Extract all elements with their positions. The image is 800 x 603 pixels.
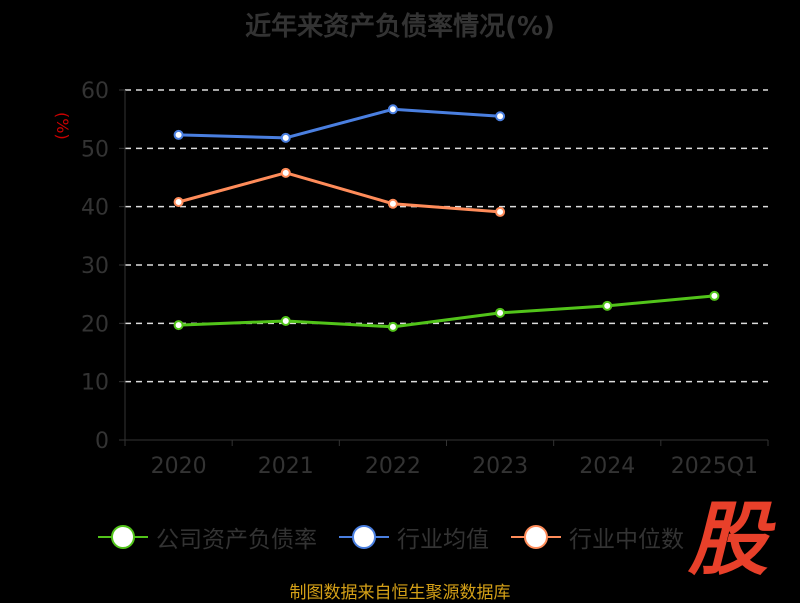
legend-label: 行业中位数 <box>569 527 684 553</box>
data-point <box>173 129 184 140</box>
legend-marker-icon <box>511 525 561 549</box>
data-point <box>387 198 398 209</box>
x-tick-label: 2020 <box>151 454 207 479</box>
data-point <box>280 167 291 178</box>
source-note: 制图数据来自恒生聚源数据库 <box>289 583 511 603</box>
data-point <box>173 197 184 207</box>
series-line <box>178 294 715 329</box>
legend-label: 行业均值 <box>397 527 489 553</box>
x-tick-label: 2025Q1 <box>671 454 758 479</box>
y-tick-label: 60 <box>81 79 109 104</box>
data-point <box>280 316 291 326</box>
y-tick-label: 40 <box>81 196 109 221</box>
logo-watermark: 股 <box>688 493 768 586</box>
data-point <box>495 206 506 217</box>
y-tick-label: 10 <box>81 371 109 396</box>
data-point <box>387 321 398 332</box>
legend-marker-icon <box>98 525 148 549</box>
data-point <box>495 111 506 122</box>
series-line <box>178 107 501 140</box>
y-tick-label: 0 <box>95 429 109 454</box>
data-point <box>602 300 613 311</box>
legend-marker-icon <box>339 525 389 549</box>
x-tick-label: 2023 <box>472 454 528 479</box>
x-tick-label: 2021 <box>258 454 314 479</box>
series-line <box>178 171 501 214</box>
data-point <box>709 290 720 301</box>
legend-item[interactable]: 公司资产负债率 <box>98 520 317 554</box>
data-point <box>495 307 506 318</box>
y-tick-label: 20 <box>81 312 109 337</box>
y-tick-label: 50 <box>81 137 109 162</box>
y-tick-label: 30 <box>81 254 109 279</box>
legend: 公司资产负债率 行业均值 行业中位数 <box>98 520 684 554</box>
chart-title: 近年来资产负债率情况(%) <box>245 12 555 42</box>
legend-label: 公司资产负债率 <box>156 527 317 553</box>
data-point <box>173 320 184 331</box>
data-point <box>280 132 291 143</box>
x-tick-label: 2024 <box>579 454 635 479</box>
x-tick-label: 2022 <box>365 454 421 479</box>
data-point <box>387 104 398 115</box>
legend-item[interactable]: 行业中位数 <box>511 520 684 554</box>
legend-item[interactable]: 行业均值 <box>339 520 489 554</box>
